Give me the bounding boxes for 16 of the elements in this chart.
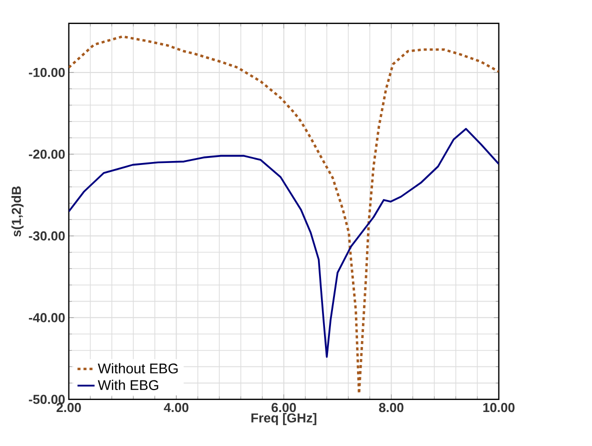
y-tick-label: -30.00 (28, 231, 65, 241)
legend-label: Without EBG (98, 363, 178, 374)
x-tick-label: 2.00 (56, 402, 81, 412)
y-tick-label: -40.00 (28, 313, 65, 322)
y-tick-label: -20.00 (28, 150, 65, 159)
x-tick-label: 6.00 (272, 402, 296, 412)
x-tick-label: 10.00 (483, 402, 515, 412)
legend-label: With EBG (98, 380, 158, 390)
x-tick-label: 8.00 (379, 402, 404, 412)
y-axis-title: s(1,2)dB (11, 186, 24, 237)
line-series (68, 35, 499, 395)
y-tick-label: -10.00 (28, 68, 65, 78)
y-tick-label: -50.00 (28, 394, 65, 404)
x-axis-title: Freq [GHz] (251, 412, 316, 426)
x-tick-label: 4.00 (164, 402, 188, 412)
line-series (68, 128, 499, 358)
